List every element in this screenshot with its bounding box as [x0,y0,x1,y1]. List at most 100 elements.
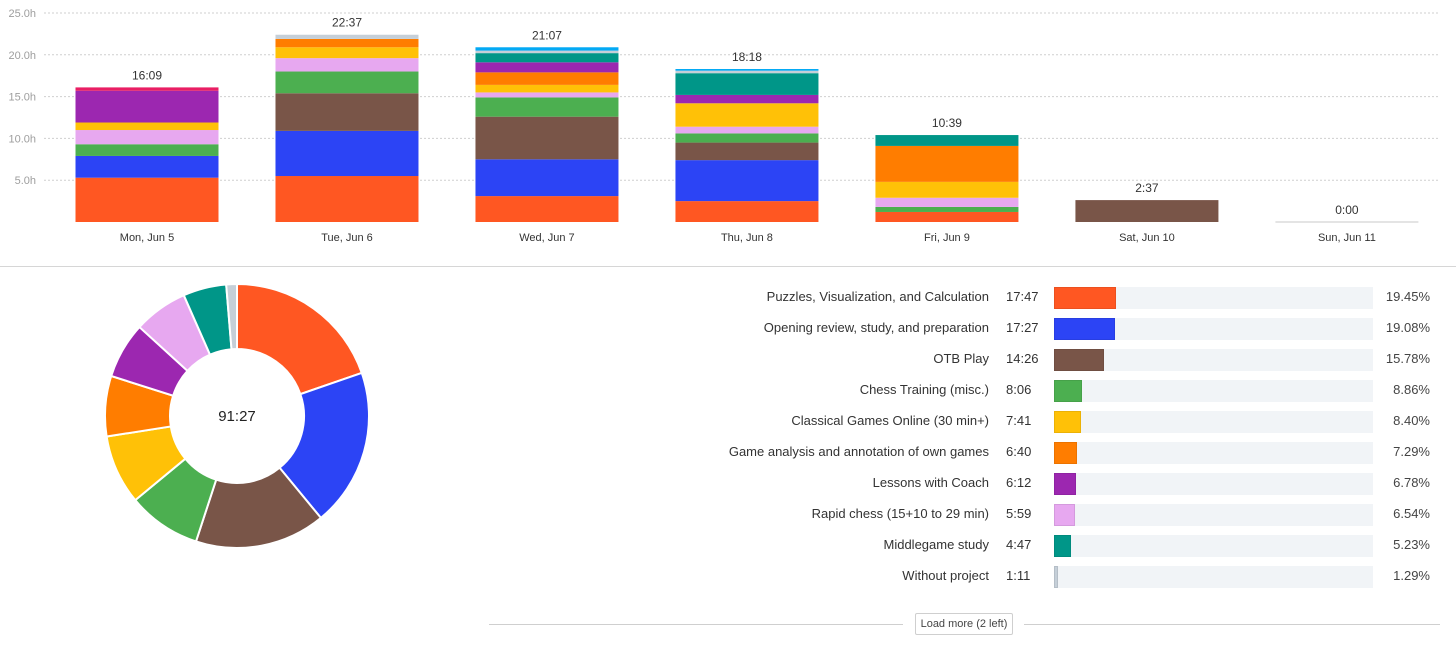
project-share-track [1054,318,1373,340]
bar-segment [675,73,819,95]
project-share-track [1054,287,1373,309]
bar-segment [875,211,1019,222]
load-more-button[interactable]: Load more (2 left) [915,613,1013,635]
project-percent: 8.40% [1393,413,1430,428]
bar-segment [275,34,419,39]
project-percent: 6.54% [1393,506,1430,521]
x-tick-label: Sat, Jun 10 [1119,232,1175,244]
bar-segment [475,92,619,98]
project-row[interactable]: OTB Play 14:26 15.78% [700,347,1456,371]
x-tick-label: Sun, Jun 11 [1318,232,1376,244]
bar-segment [675,70,819,74]
bar-stack[interactable] [275,34,419,222]
project-name: Chess Training (misc.) [859,382,989,397]
bar-stack[interactable] [875,135,1019,222]
x-tick-label: Tue, Jun 6 [321,232,373,244]
x-tick-label: Thu, Jun 8 [721,232,773,244]
project-time: 17:27 [1006,320,1039,335]
project-row[interactable]: Classical Games Online (30 min+) 7:41 8.40… [700,409,1456,433]
project-percent: 19.45% [1385,289,1430,304]
project-row[interactable]: Without project 1:11 1.29% [700,564,1456,588]
project-time: 6:40 [1006,444,1032,459]
y-tick-label: 10.0h [8,133,36,145]
project-share-bar [1054,566,1058,588]
y-tick-label: 15.0h [8,92,36,104]
bar-segment [675,94,819,104]
bar-segment [675,69,819,71]
bar-segment [275,130,419,177]
y-tick-label: 5.0h [15,175,36,187]
bar-segment [875,181,1019,198]
bar-segment [675,126,819,134]
bar-stack[interactable] [1075,200,1219,222]
bar-segment [875,145,1019,182]
load-more-divider-right [1024,624,1440,625]
bar-stack[interactable] [75,87,219,222]
bar-segment [675,142,819,161]
bar-stack[interactable] [475,47,619,222]
donut-slice[interactable] [278,371,370,520]
project-row[interactable]: Lessons with Coach 6:12 6.78% [700,471,1456,495]
bar-total-label: 18:18 [732,50,762,64]
bar-segment [675,133,819,143]
project-row[interactable]: Opening review, study, and preparation 17… [700,316,1456,340]
project-percent: 1.29% [1393,568,1430,583]
project-share-track [1054,566,1373,588]
bar-segment [475,97,619,117]
project-share-bar [1054,318,1115,340]
bar-segment [275,38,419,48]
project-row[interactable]: Game analysis and annotation of own game… [700,440,1456,464]
project-time: 4:47 [1006,537,1032,552]
bar-segment [475,84,619,93]
load-more-divider-left [489,624,903,625]
project-name: Puzzles, Visualization, and Calculation [766,289,989,304]
bar-segment [875,197,1019,207]
bar-total-label: 10:39 [932,116,962,130]
bar-stack[interactable] [675,69,819,222]
bar-segment [875,206,1019,212]
project-name: Rapid chess (15+10 to 29 min) [811,506,989,521]
project-row[interactable]: Puzzles, Visualization, and Calculation 1… [700,285,1456,309]
project-row[interactable]: Middlegame study 4:47 5.23% [700,533,1456,557]
bar-segment [475,62,619,73]
project-percent: 6.78% [1393,475,1430,490]
project-time: 6:12 [1006,475,1032,490]
project-time: 8:06 [1006,382,1032,397]
project-share-track [1054,535,1373,557]
project-share-track [1054,349,1373,371]
project-share-bar [1054,380,1082,402]
y-tick-label: 25.0h [8,8,36,20]
bar-segment [475,159,619,197]
bar-segment [75,87,219,91]
project-share-track [1054,473,1373,495]
project-row[interactable]: Rapid chess (15+10 to 29 min) 5:59 6.54% [700,502,1456,526]
bar-segment [475,53,619,63]
x-tick-label: Wed, Jun 7 [519,232,574,244]
project-percent: 8.86% [1393,382,1430,397]
project-name: Without project [902,568,989,583]
bar-segment [275,58,419,72]
project-time: 14:26 [1006,351,1039,366]
donut-slice[interactable] [225,282,238,351]
bar-segment [75,144,219,156]
project-percent: 19.08% [1385,320,1430,335]
section-divider [0,266,1456,267]
project-donut-chart: 91:27 [104,282,370,549]
project-row[interactable]: Chess Training (misc.) 8:06 8.86% [700,378,1456,402]
bar-total-label: 2:37 [1135,181,1159,195]
bar-segment [75,177,219,222]
bar-segment [675,160,819,202]
project-percent: 15.78% [1385,351,1430,366]
project-share-track [1054,380,1373,402]
bar-segment [475,50,619,54]
bar-segment [675,103,819,127]
project-share-bar [1054,473,1076,495]
project-share-bar [1054,287,1116,309]
y-tick-label: 20.0h [8,50,36,62]
daily-stacked-bar-chart: 5.0h 10.0h 15.0h 20.0h 25.0h 16:09 Mon, Jun 5 2… [8,8,1440,244]
donut-slice[interactable] [236,282,364,396]
project-share-track [1054,411,1373,433]
bar-segment [475,116,619,160]
project-share-track [1054,504,1373,526]
x-tick-label: Mon, Jun 5 [120,232,174,244]
